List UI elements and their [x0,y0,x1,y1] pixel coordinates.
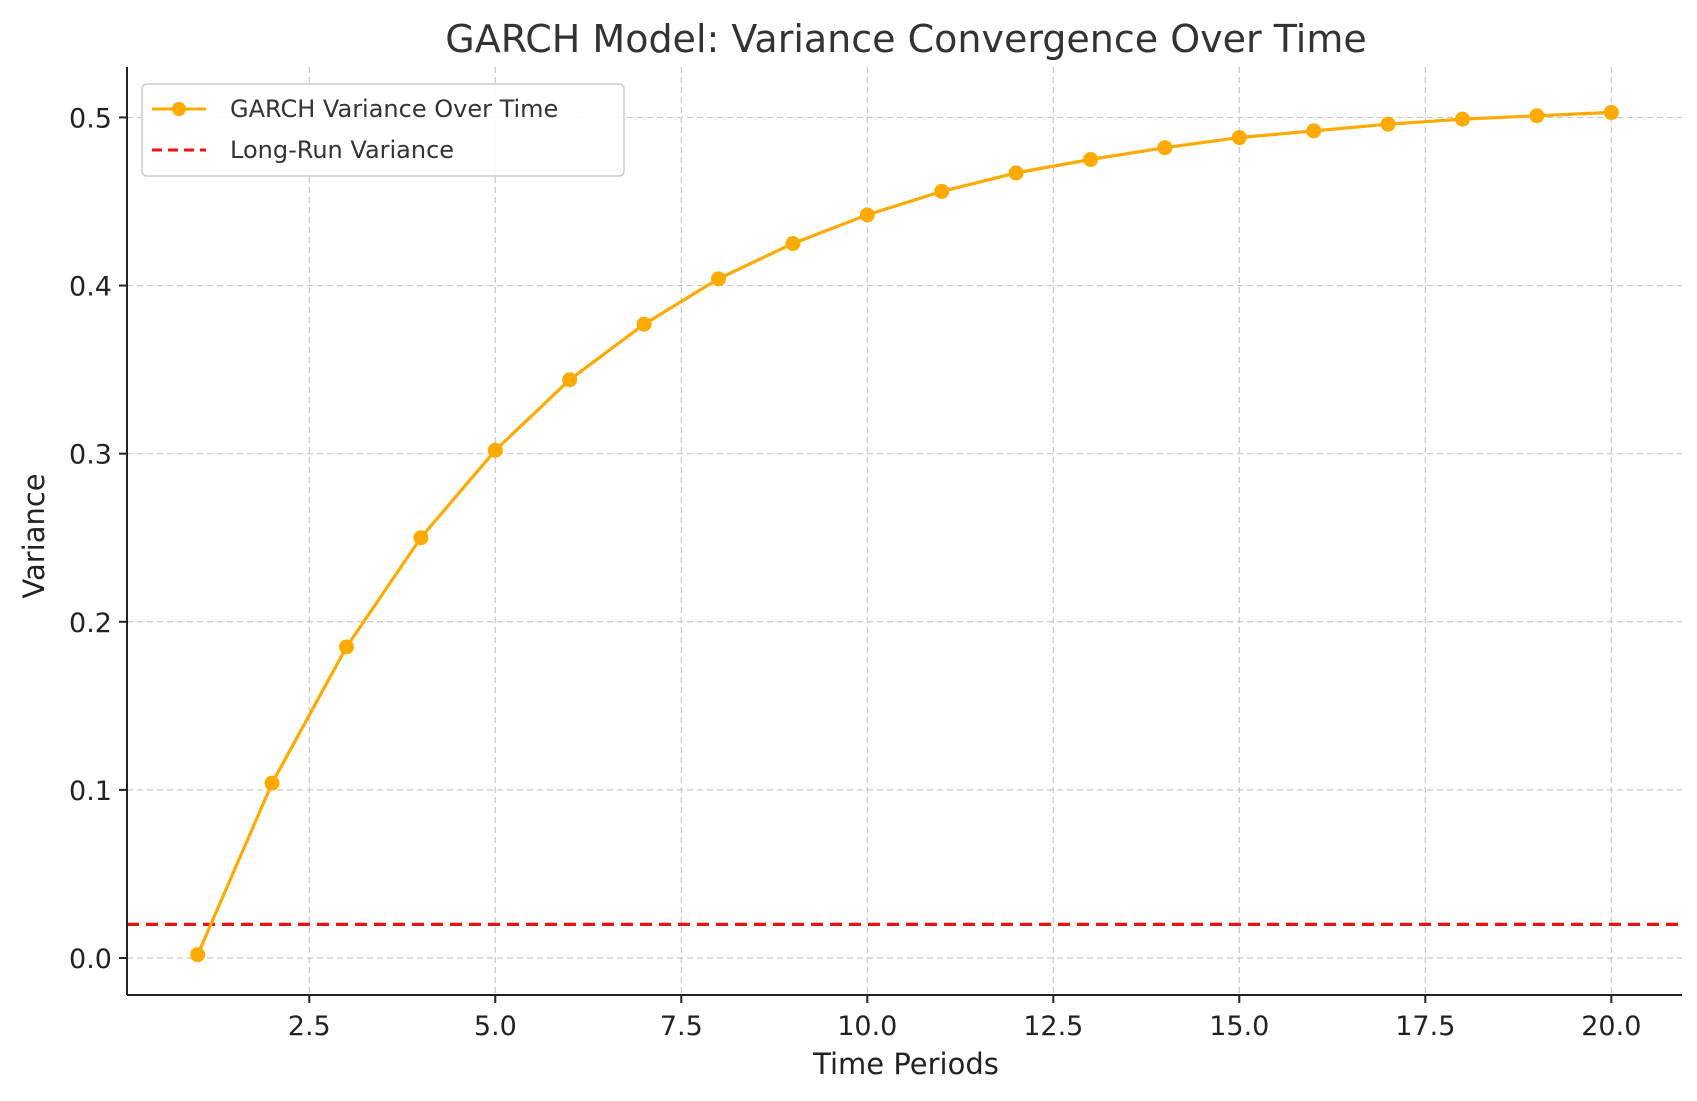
garch-variance-point [487,442,503,458]
garch-variance-series [190,104,1619,963]
y-tick-label: 0.1 [69,776,112,807]
x-tick-label: 17.5 [1395,1011,1455,1042]
garch-variance-point [710,271,726,287]
legend-label-long-run-variance: Long-Run Variance [230,136,454,164]
garch-variance-point [1008,165,1024,181]
garch-variance-point [264,775,280,791]
x-tick-label: 2.5 [288,1011,331,1042]
y-tick-label: 0.3 [69,440,112,471]
garch-variance-point [636,316,652,332]
chart-title: GARCH Model: Variance Convergence Over T… [445,17,1366,61]
x-tick-label: 20.0 [1581,1011,1641,1042]
x-axis-label: Time Periods [812,1047,999,1081]
legend-marker-garch-variance [172,102,186,116]
garch-variance-point [562,372,578,388]
legend-label-garch-variance: GARCH Variance Over Time [230,95,558,123]
garch-variance-point [785,236,801,252]
x-tick-label: 12.5 [1023,1011,1083,1042]
grid [127,67,1682,995]
y-axis-ticks: 0.0 0.1 0.2 0.3 0.4 0.5 [69,103,127,975]
y-tick-label: 0.0 [69,944,112,975]
garch-variance-point [190,947,206,963]
legend: GARCH Variance Over Time Long-Run Varian… [141,83,625,177]
x-tick-label: 7.5 [660,1011,703,1042]
garch-variance-point [1083,151,1099,167]
x-tick-label: 15.0 [1209,1011,1269,1042]
garch-variance-point [1231,130,1247,146]
garch-variance-point [1529,108,1545,124]
garch-variance-point [413,530,429,546]
garch-variance-point [1455,111,1471,127]
garch-variance-point [1306,123,1322,139]
y-axis-label: Variance [17,473,51,598]
garch-variance-point [1603,104,1619,120]
axes [126,67,1682,996]
y-tick-label: 0.5 [69,103,112,134]
garch-variance-point [338,639,354,655]
x-tick-label: 10.0 [837,1011,897,1042]
garch-variance-point [859,207,875,223]
garch-variance-point [1157,140,1173,156]
legend-box [141,83,625,177]
garch-variance-point [1380,116,1396,132]
y-tick-label: 0.2 [69,608,112,639]
x-tick-label: 5.0 [474,1011,517,1042]
x-axis-ticks: 2.5 5.0 7.5 10.0 12.5 15.0 17.5 20.0 [288,995,1641,1042]
garch-variance-line [196,110,1612,956]
y-tick-label: 0.4 [69,272,112,303]
garch-variance-point [934,183,950,199]
